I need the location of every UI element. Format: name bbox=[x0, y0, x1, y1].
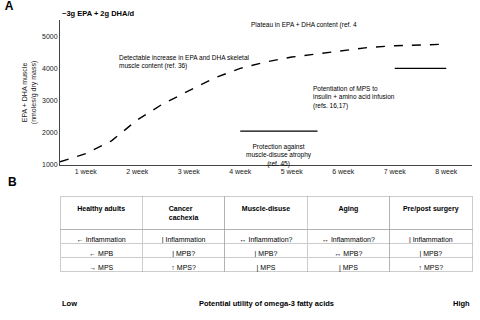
svg-text:↔ Inflammation?: ↔ Inflammation? bbox=[240, 236, 293, 243]
svg-text:Protection againstmuscle-disus: Protection againstmuscle-disuse atrophy(… bbox=[246, 143, 312, 168]
svg-text:| Inflammation: | Inflammation bbox=[161, 236, 206, 244]
svg-text:7 week: 7 week bbox=[384, 168, 407, 175]
svg-text:↑ MPS?: ↑ MPS? bbox=[419, 264, 444, 271]
svg-text:3 week: 3 week bbox=[178, 168, 201, 175]
svg-text:B: B bbox=[8, 175, 17, 189]
svg-text:Potential utility of omega-3 f: Potential utility of omega-3 fatty acids bbox=[199, 299, 334, 308]
svg-text:1000: 1000 bbox=[42, 161, 58, 168]
svg-text:High: High bbox=[453, 299, 470, 308]
svg-text:→ MPS: → MPS bbox=[89, 264, 113, 271]
svg-text:EPA + DHA muscle(nmoles/g dry: EPA + DHA muscle(nmoles/g dry mass) bbox=[21, 61, 38, 124]
svg-text:| MPS: | MPS bbox=[339, 264, 358, 272]
svg-text:Potentiation of MPS toinsulin: Potentiation of MPS toinsulin + amino ac… bbox=[313, 85, 395, 110]
svg-text:Pre/post surgery: Pre/post surgery bbox=[403, 205, 459, 213]
svg-text:| Inflammation: | Inflammation bbox=[408, 236, 453, 244]
svg-text:A: A bbox=[5, 0, 14, 13]
svg-text:| MPB?: | MPB? bbox=[172, 250, 195, 258]
svg-text:4 week: 4 week bbox=[229, 168, 252, 175]
svg-text:6 week: 6 week bbox=[332, 168, 355, 175]
svg-text:1 week: 1 week bbox=[75, 168, 98, 175]
svg-text:↔ MPB?: ↔ MPB? bbox=[334, 250, 362, 257]
svg-text:Plateau in EPA + DHA content (: Plateau in EPA + DHA content (ref. 4 bbox=[251, 21, 357, 29]
svg-text:2000: 2000 bbox=[42, 129, 58, 136]
svg-text:Low: Low bbox=[62, 299, 77, 308]
svg-text:| MPS: | MPS bbox=[257, 264, 276, 272]
svg-text:↑ MPS?: ↑ MPS? bbox=[171, 264, 196, 271]
svg-text:| MPB?: | MPB? bbox=[419, 250, 443, 258]
svg-text:Detectable increase in EPA and: Detectable increase in EPA and DHA skele… bbox=[119, 54, 250, 70]
svg-text:Muscle-disuse: Muscle-disuse bbox=[242, 205, 290, 212]
svg-text:← MPB: ← MPB bbox=[89, 250, 113, 257]
svg-text:4000: 4000 bbox=[42, 65, 58, 72]
svg-text:↔ Inflammation?: ↔ Inflammation? bbox=[322, 236, 375, 243]
svg-text:Healthy adults: Healthy adults bbox=[77, 205, 125, 213]
svg-text:Aging: Aging bbox=[338, 205, 358, 213]
svg-text:5000: 5000 bbox=[42, 33, 58, 40]
svg-text:| MPB?: | MPB? bbox=[254, 250, 278, 258]
svg-text:5 week: 5 week bbox=[281, 168, 304, 175]
svg-text:3000: 3000 bbox=[42, 97, 58, 104]
svg-text:← Inflammation: ← Inflammation bbox=[77, 236, 126, 243]
svg-text:Cancercachexia: Cancercachexia bbox=[169, 205, 199, 221]
svg-text:8 week: 8 week bbox=[435, 168, 458, 175]
svg-text:2 week: 2 week bbox=[126, 168, 149, 175]
svg-text:~3g EPA + 2g DHA/d: ~3g EPA + 2g DHA/d bbox=[62, 9, 135, 18]
